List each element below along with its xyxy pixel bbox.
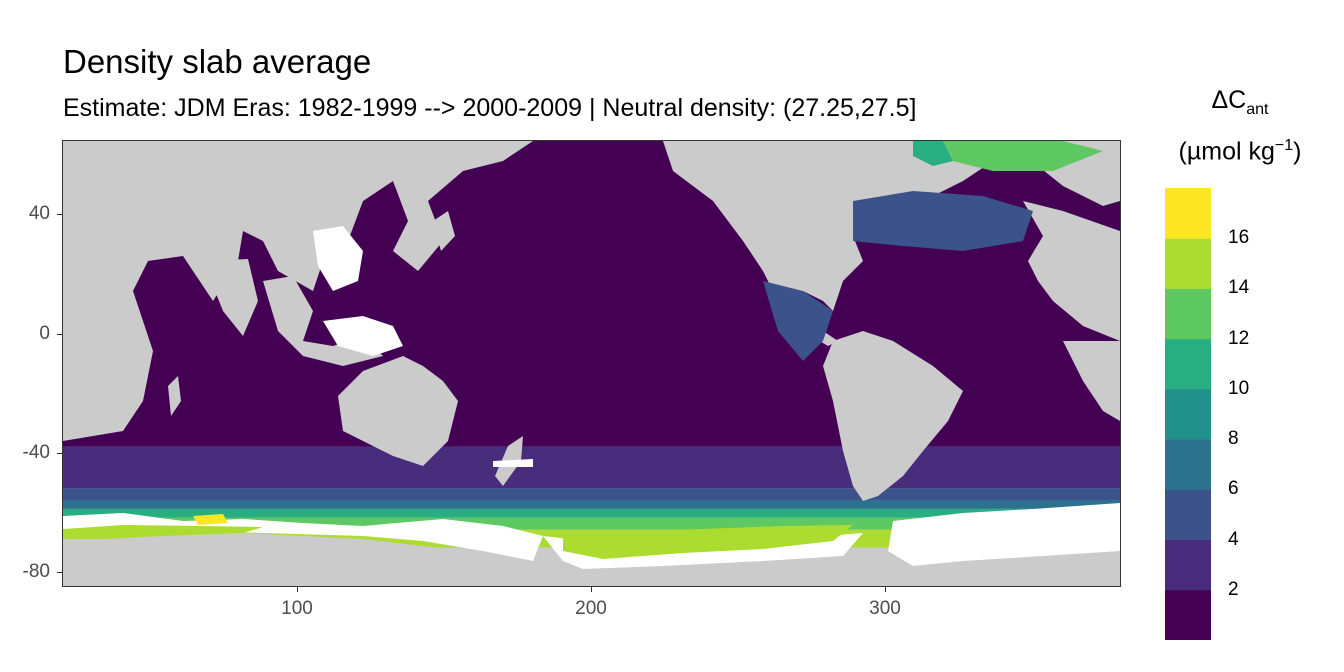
land-india (203, 259, 258, 336)
y-tick-mark-40 (57, 214, 62, 215)
nodata-kerguelen (493, 459, 533, 467)
legend-label-2: 2 (1228, 578, 1239, 600)
land-africa-wrap (1063, 341, 1120, 421)
legend-swatch-7 (1165, 238, 1211, 289)
east-pacific-moderate (763, 281, 833, 361)
y-tick-label-0: 0 (39, 323, 50, 344)
legend-label-8: 8 (1228, 428, 1239, 450)
x-tick-label-200: 200 (575, 598, 607, 619)
land-asia-north (363, 141, 533, 271)
y-tick-mark-0 (57, 334, 62, 335)
legend-swatch-1 (1165, 539, 1211, 591)
southern-ocean-high-2 (563, 525, 853, 559)
legend-title-sub: ant (1246, 101, 1269, 118)
ocean-band-4 (63, 508, 1120, 518)
map-panel (62, 140, 1121, 587)
southern-ocean-peak (193, 514, 228, 525)
legend-swatch-4 (1165, 388, 1211, 440)
x-tick-label-100: 100 (281, 598, 313, 619)
land-australia (338, 356, 458, 466)
x-tick-mark-300 (885, 587, 886, 592)
nodata-antarctic-shelf-west (63, 513, 543, 561)
legend-label-16: 16 (1228, 227, 1250, 249)
chart-title: Density slab average (63, 43, 372, 80)
legend-label-4: 4 (1228, 528, 1239, 550)
x-tick-label-300: 300 (869, 598, 901, 619)
legend-swatch-2 (1165, 489, 1211, 541)
north-atlantic-mid (913, 141, 953, 166)
legend-title-main: ΔC (1211, 86, 1247, 114)
legend-swatch-0 (1165, 589, 1211, 640)
ocean-band-2 (63, 488, 1120, 500)
legend-label-10: 10 (1228, 377, 1250, 399)
nodata-asia-seas (313, 226, 363, 291)
nodata-weddell (888, 503, 1120, 566)
y-tick-label-minus40: -40 (22, 442, 50, 463)
land-africa-eurasia (63, 141, 423, 441)
land-madagascar (168, 376, 181, 416)
legend-unit-open: (µmol kg (1178, 137, 1275, 166)
nodata-indonesia (323, 316, 403, 356)
y-tick-label-minus80: -80 (22, 561, 50, 582)
land-south-america (823, 331, 963, 501)
north-atlantic-moderate (853, 191, 1033, 251)
legend-label-14: 14 (1228, 277, 1250, 299)
legend-label-12: 12 (1228, 327, 1250, 349)
ocean-band-5 (63, 517, 1120, 530)
y-tick-mark-minus80 (57, 572, 62, 573)
legend-swatch-3 (1165, 439, 1211, 490)
legend-title: ΔCant (µmol kg−1) (1160, 82, 1320, 169)
legend-swatch-6 (1165, 288, 1211, 340)
land-antarctica (63, 533, 1120, 586)
y-tick-label-40: 40 (28, 203, 50, 224)
legend-unit-sup: −1 (1274, 137, 1294, 154)
chart-subtitle: Estimate: JDM Eras: 1982-1999 --> 2000-2… (63, 94, 917, 122)
ocean-band-1 (63, 446, 1120, 489)
y-tick-mark-minus40 (57, 453, 62, 454)
legend-swatch-5 (1165, 338, 1211, 390)
legend-swatch-8 (1165, 188, 1211, 239)
land-europe-west-africa (1023, 201, 1120, 341)
legend-label-6: 6 (1228, 478, 1239, 500)
legend-colorbar (1165, 188, 1211, 640)
southern-ocean-high-1 (63, 525, 263, 539)
x-tick-mark-100 (297, 587, 298, 592)
land-japan (433, 211, 455, 251)
map-plot (63, 141, 1120, 586)
north-atlantic-high (943, 141, 1103, 171)
ocean-band-3 (63, 499, 1120, 509)
x-tick-mark-200 (591, 587, 592, 592)
legend-unit-close: ) (1293, 137, 1302, 166)
land-north-america (663, 141, 1023, 311)
